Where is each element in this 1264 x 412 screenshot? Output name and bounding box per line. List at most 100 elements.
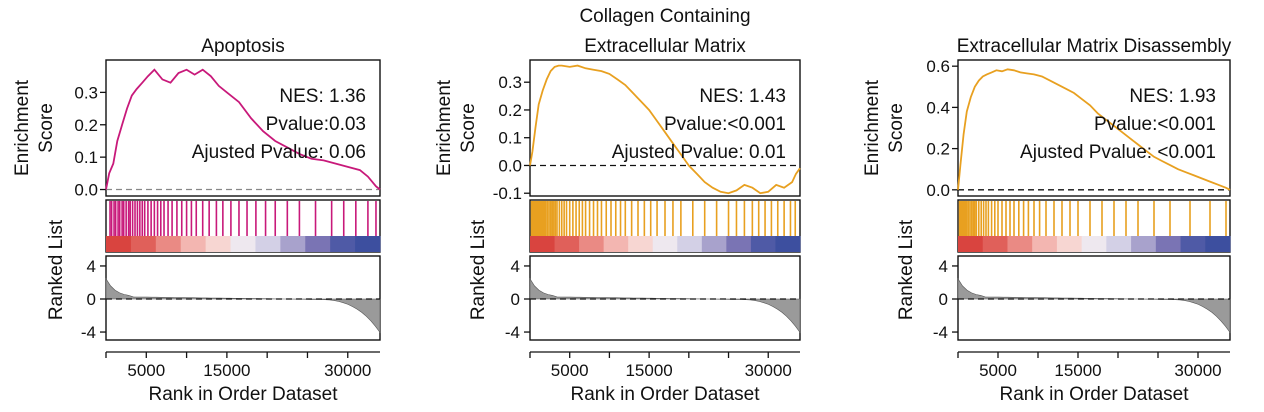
stat-annotation: Ajusted Pvalue: 0.01 (612, 142, 786, 163)
es-plot-frame (529, 59, 801, 197)
rank-gradient-segment (628, 236, 654, 252)
x-tick-label: 5000 (979, 361, 1017, 380)
es-curve (105, 68, 381, 191)
x-tick-label: 15000 (1054, 361, 1101, 380)
x-tick-label: 5000 (551, 361, 589, 380)
rank-gradient-segment (1056, 236, 1083, 252)
stat-annotation: Ajusted Pvalue: <0.001 (1020, 142, 1216, 163)
y-axis-label: Enrichment Score (434, 79, 479, 176)
rank-gradient-segment (958, 236, 984, 252)
ranked-list-label: Ranked List (46, 219, 67, 320)
rank-tick-label: 4 (87, 257, 96, 276)
rank-tick-label: 0 (939, 290, 948, 309)
y-tick-label: 0.0 (926, 181, 950, 200)
rank-gradient-segment (1131, 236, 1157, 252)
es-plot-frame (957, 59, 1231, 197)
rank-gradient-segment (701, 236, 727, 252)
rank-gradient-segment (1106, 236, 1132, 252)
rank-gradient-segment (775, 236, 801, 252)
x-axis-label: Rank in Order Dataset (999, 384, 1189, 405)
rank-gradient-segment (677, 236, 703, 252)
rank-gradient-segment (305, 236, 331, 252)
y-tick-label: -0.1 (493, 184, 522, 203)
ranked-metric-area (105, 277, 381, 334)
rank-gradient-segment (205, 236, 232, 252)
y-tick-label: 0.3 (74, 83, 98, 102)
rank-gradient-segment (750, 236, 776, 252)
rank-gradient-segment (554, 236, 580, 252)
rank-gradient-segment (530, 236, 556, 252)
panel-1: Apoptosis Enrichment Score Ranked List 0.0 0.… (12, 36, 381, 405)
rank-gradient-segment (726, 236, 752, 252)
rank-tick-label: 0 (87, 290, 96, 309)
rank-tick-label: -4 (81, 323, 96, 342)
panel-title: Extracellular Matrix (584, 36, 746, 57)
ranked-list-label: Ranked List (896, 219, 917, 320)
stat-annotation: Ajusted Pvalue: 0.06 (192, 142, 366, 163)
y-axis-label-line: Score (458, 103, 479, 153)
x-tick-label: 5000 (127, 361, 165, 380)
y-tick-label: 0.2 (74, 116, 98, 135)
y-axis-label-line: Score (886, 103, 907, 153)
y-tick-label: 0.6 (926, 57, 950, 76)
es-plot-frame (105, 59, 381, 197)
stat-annotation: NES: 1.36 (279, 86, 366, 107)
x-tick-label: 30000 (745, 361, 792, 380)
x-axis-label: Rank in Order Dataset (148, 384, 338, 405)
ranked-metric-area (529, 277, 801, 334)
y-tick-label: 0.1 (74, 148, 98, 167)
rank-gradient-segment (652, 236, 678, 252)
y-tick-label: 0.3 (498, 73, 522, 92)
rank-tick-label: 4 (511, 257, 520, 276)
y-axis-label-line: Enrichment (862, 79, 883, 176)
y-tick-label: 0.4 (926, 98, 950, 117)
rank-gradient-segment (1032, 236, 1058, 252)
y-axis-label: Enrichment Score (12, 79, 57, 176)
rank-tick-label: 4 (939, 257, 948, 276)
rank-gradient-segment (180, 236, 207, 252)
rank-gradient-segment (255, 236, 281, 252)
y-axis-label-line: Enrichment (12, 79, 33, 176)
rank-gradient-segment (1081, 236, 1107, 252)
rank-gradient-segment (579, 236, 605, 252)
rank-gradient-segment (603, 236, 629, 252)
x-tick-label: 30000 (1174, 361, 1221, 380)
rank-gradient-segment (330, 236, 356, 252)
rank-gradient-segment (982, 236, 1008, 252)
y-tick-label: 0.1 (498, 129, 522, 148)
rank-gradient-segment (1180, 236, 1206, 252)
y-tick-label: 0.2 (926, 140, 950, 159)
rank-gradient-segment (1155, 236, 1182, 252)
stat-annotation: NES: 1.93 (1129, 86, 1216, 107)
ranked-list-label: Ranked List (468, 219, 489, 320)
rank-gradient-segment (130, 236, 157, 252)
es-curve (957, 68, 1231, 191)
y-axis-label-line: Enrichment (434, 79, 455, 176)
rank-gradient-segment (280, 236, 306, 252)
ranked-metric-area (957, 277, 1231, 334)
x-tick-label: 30000 (324, 361, 371, 380)
rank-gradient-segment (1205, 236, 1231, 252)
es-curve (529, 64, 801, 195)
x-axis-label: Rank in Order Dataset (570, 384, 760, 405)
stat-annotation: Pvalue:<0.001 (1094, 114, 1216, 135)
rank-gradient-segment (155, 236, 182, 252)
panel-title: Collagen Containing (579, 6, 750, 27)
panel-title: Apoptosis (201, 36, 284, 57)
y-tick-label: 0.0 (74, 181, 98, 200)
stat-annotation: Pvalue:<0.001 (664, 114, 786, 135)
panel-2: Collagen Containing Extracellular Matrix E… (434, 6, 801, 405)
rank-gradient-segment (1007, 236, 1033, 252)
y-axis-label: Enrichment Score (862, 79, 907, 176)
rank-tick-label: -4 (505, 323, 520, 342)
stat-annotation: NES: 1.43 (699, 86, 786, 107)
y-tick-label: 0.2 (498, 101, 522, 120)
rank-tick-label: -4 (933, 323, 948, 342)
rank-gradient-segment (106, 236, 132, 252)
x-tick-label: 15000 (625, 361, 672, 380)
y-axis-label-line: Score (36, 103, 57, 153)
rank-gradient-segment (230, 236, 256, 252)
y-tick-label: 0.0 (498, 156, 522, 175)
x-tick-label: 15000 (203, 361, 250, 380)
